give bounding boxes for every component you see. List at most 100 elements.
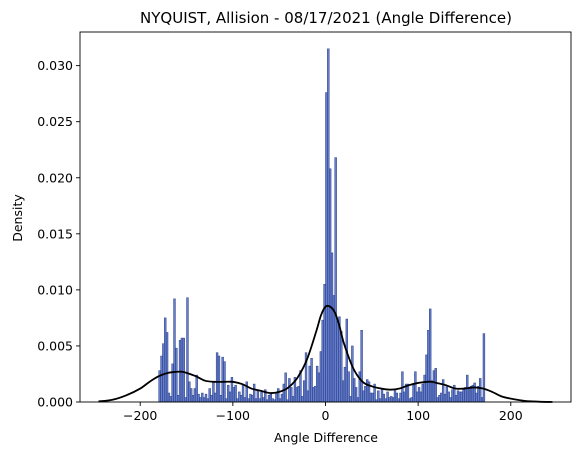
histogram-bar: [330, 252, 334, 403]
histogram-bar: [429, 308, 432, 403]
histogram-bar: [301, 396, 304, 403]
histogram-bar: [251, 395, 254, 403]
histogram-bar: [282, 383, 285, 403]
histogram-bar: [388, 397, 391, 403]
chart-title: NYQUIST, Allision - 08/17/2021 (Angle Di…: [140, 9, 512, 27]
histogram-bar: [356, 397, 360, 403]
histogram-bar: [256, 389, 260, 403]
histogram-bar: [175, 347, 178, 403]
histogram-bar: [423, 374, 426, 403]
histogram-bar: [351, 345, 354, 403]
histogram-bar: [436, 397, 439, 403]
histogram-bar: [362, 390, 365, 403]
histogram-bar: [221, 356, 224, 403]
histogram-bar: [234, 384, 237, 403]
histogram-bar: [393, 389, 397, 403]
histogram-bar: [306, 390, 310, 403]
histogram-bar: [240, 395, 243, 403]
histogram-bar: [212, 381, 215, 403]
histogram-bar: [343, 366, 347, 403]
x-axis-ticks: −200 −100 0 100 200: [123, 402, 523, 423]
kde-curve: [98, 304, 553, 403]
histogram-bar: [191, 395, 195, 403]
histogram-bar: [410, 397, 413, 403]
histogram-bar: [377, 390, 380, 403]
histogram-bar: [464, 387, 467, 403]
histogram-bar: [215, 352, 219, 403]
histogram-bar: [184, 397, 187, 403]
histogram-bar: [354, 387, 358, 403]
histogram-bar: [425, 354, 428, 403]
histogram-bar: [278, 398, 282, 403]
histogram-bar: [340, 331, 343, 403]
histogram-bar: [416, 391, 419, 403]
histogram-bar: [440, 392, 443, 403]
histogram-bar: [160, 355, 163, 403]
histogram-bar: [204, 393, 208, 403]
histogram-bar: [456, 390, 460, 403]
y-tick-label: 0.005: [37, 338, 73, 353]
histogram-bar: [186, 297, 189, 403]
histogram-bar: [414, 371, 417, 403]
x-tick-label: −100: [216, 408, 250, 423]
histogram-bar: [197, 393, 200, 403]
histogram-bar: [427, 329, 430, 403]
histogram-bar: [295, 387, 298, 403]
histogram-bar: [260, 391, 263, 403]
histogram-bar: [189, 388, 193, 403]
histogram-bar: [482, 333, 486, 403]
histogram-bar: [280, 393, 284, 403]
histogram-bar: [271, 398, 274, 403]
histogram-bar: [228, 391, 232, 403]
histogram-bar: [206, 398, 210, 403]
x-axis-label: Angle Difference: [274, 430, 378, 445]
histogram-bar: [193, 388, 197, 403]
x-tick-label: 0: [322, 408, 330, 423]
y-tick-label: 0.000: [37, 395, 73, 410]
histogram-bar: [227, 384, 230, 403]
histogram-bar: [443, 393, 447, 403]
histogram-bar: [262, 397, 265, 403]
histogram-bar: [297, 386, 300, 403]
histogram-bar: [432, 370, 436, 403]
histogram-bar: [462, 389, 465, 403]
histogram-bar: [390, 396, 393, 403]
histogram-bar: [430, 380, 434, 403]
histogram-bar: [473, 382, 476, 403]
histogram-bar: [188, 381, 191, 403]
histogram-bar: [475, 392, 478, 403]
histogram-bar: [323, 284, 326, 403]
y-axis-label: Density: [10, 194, 25, 242]
histogram-bar: [291, 396, 295, 403]
y-tick-label: 0.025: [37, 114, 73, 129]
histogram-bar: [325, 92, 328, 403]
histogram-bar: [334, 157, 337, 403]
y-axis-ticks: 0.000 0.005 0.010 0.015 0.020 0.025 0.030: [37, 58, 80, 410]
histogram-bar: [219, 395, 222, 403]
histogram-bar: [358, 371, 361, 403]
histogram-bar: [180, 337, 184, 403]
x-tick-label: 100: [406, 408, 430, 423]
histogram-bar: [267, 395, 271, 403]
x-tick-label: −200: [123, 408, 157, 423]
histogram-bar: [243, 397, 247, 403]
histogram-bar: [412, 384, 415, 403]
histogram-bar: [310, 358, 313, 403]
histogram-bar: [454, 395, 458, 403]
histogram-bar: [449, 397, 452, 403]
y-tick-label: 0.020: [37, 170, 73, 185]
histogram-bar: [480, 397, 484, 403]
histogram-bar: [451, 389, 454, 403]
histogram-bar: [236, 398, 239, 403]
histogram-bar: [406, 383, 410, 403]
histogram-bar: [167, 392, 171, 403]
histogram-bar: [217, 355, 221, 403]
histogram-bar: [380, 388, 384, 403]
x-tick-label: 200: [499, 408, 523, 423]
histogram-bars: [158, 48, 486, 403]
histogram-bar: [469, 386, 473, 403]
histogram-bar: [364, 386, 367, 403]
histogram-bar: [241, 384, 245, 403]
histogram-bar: [460, 391, 463, 403]
